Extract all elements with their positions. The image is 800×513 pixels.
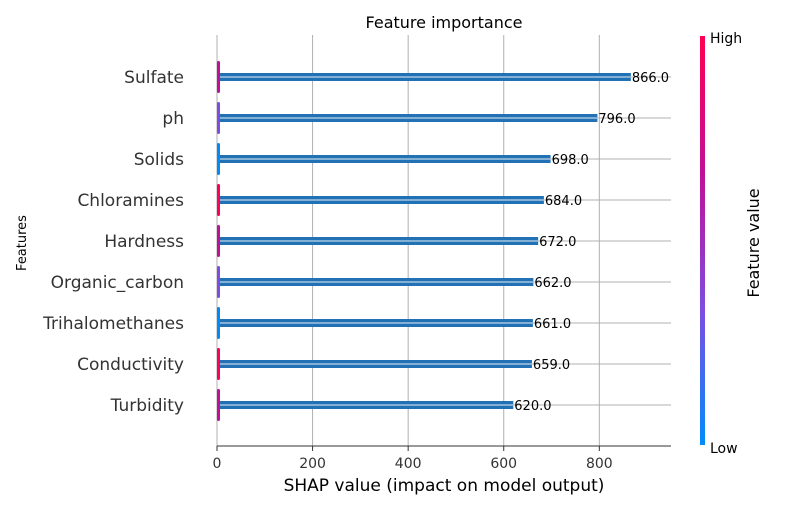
colorbar-high-label: High: [710, 31, 742, 47]
bar-value-label: 866.0: [632, 71, 669, 86]
feature-value-stub: [217, 348, 220, 380]
feature-value-stub: [217, 61, 220, 93]
y-tick-label: Chloramines: [77, 191, 184, 211]
feature-value-stub: [217, 184, 220, 216]
feature-value-stub: [217, 266, 220, 298]
feature-value-stub: [217, 225, 220, 257]
colorbar-label: Feature value: [744, 188, 763, 297]
bar-value-label: 796.0: [598, 112, 635, 127]
y-tick-label: Sulfate: [124, 68, 184, 88]
bar-value-label: 672.0: [539, 235, 576, 250]
feature-value-stub: [217, 307, 220, 339]
bar-value-label: 662.0: [534, 276, 571, 291]
axis-layer: 0 200 400 600 800 Sulfate ph Solids Chloramines H…: [42, 68, 671, 472]
y-tick-label: Trihalomethanes: [42, 314, 184, 334]
y-tick-label: Hardness: [104, 232, 184, 252]
x-tick-label: 400: [395, 456, 422, 472]
x-tick-label: 800: [586, 456, 613, 472]
x-tick-label: 600: [490, 456, 517, 472]
y-tick-label: Turbidity: [110, 396, 184, 416]
y-tick-label: Solids: [134, 150, 184, 170]
bar-layer: 866.0 796.0 698.0 684.0 672.0 662.0 661.0 659.0…: [217, 61, 669, 421]
chart-title: Feature importance: [366, 13, 523, 32]
bar-value-label: 620.0: [514, 399, 551, 414]
colorbar-low-label: Low: [710, 441, 738, 457]
y-tick-label: Organic_carbon: [51, 273, 184, 293]
feature-value-stub: [217, 143, 220, 175]
bar-value-label: 698.0: [552, 153, 589, 168]
bar-value-label: 684.0: [545, 194, 582, 209]
y-tick-label: Conductivity: [77, 355, 184, 375]
y-axis-label: Features: [15, 215, 30, 271]
bar-value-label: 659.0: [533, 358, 570, 373]
bar-value-label: 661.0: [534, 317, 571, 332]
y-tick-label: ph: [162, 109, 184, 129]
feature-value-stub: [217, 389, 220, 421]
x-tick-label: 200: [299, 456, 326, 472]
colorbar-gradient: [700, 36, 705, 445]
x-axis-label: SHAP value (impact on model output): [284, 476, 605, 496]
feature-value-stub: [217, 102, 220, 134]
x-tick-label: 0: [213, 456, 222, 472]
colorbar: High Low Feature value: [700, 31, 763, 457]
